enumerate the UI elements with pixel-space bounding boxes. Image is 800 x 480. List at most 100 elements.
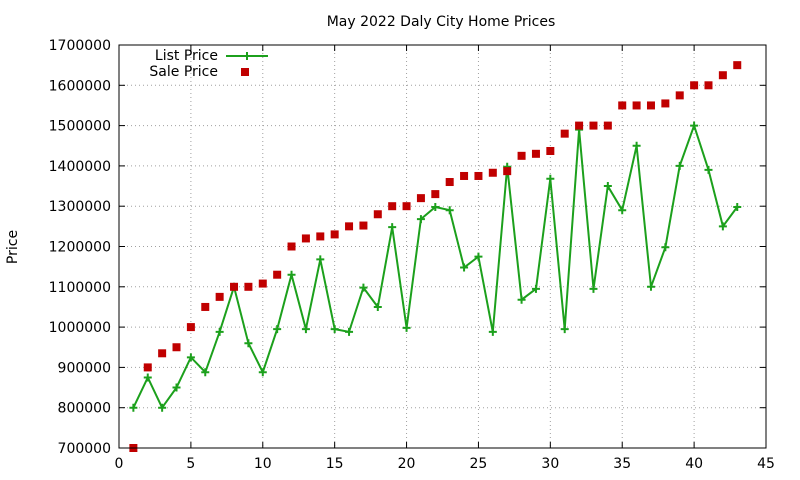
sale-price-point bbox=[618, 101, 627, 110]
sale-price-point bbox=[733, 61, 742, 70]
y-axis-label: Price bbox=[5, 230, 21, 264]
list-price-point bbox=[445, 206, 454, 215]
y-tick-label: 700000 bbox=[58, 441, 111, 457]
list-price-point bbox=[301, 325, 310, 334]
sale-price-point bbox=[431, 190, 440, 199]
sale-price-point bbox=[661, 99, 670, 108]
list-price-point bbox=[143, 373, 152, 382]
list-price-point bbox=[488, 327, 497, 336]
y-tick-label: 1100000 bbox=[49, 280, 111, 296]
sale-price-point bbox=[316, 232, 325, 241]
sale-price-point bbox=[646, 101, 655, 110]
list-price-point bbox=[373, 302, 382, 311]
chart-title: May 2022 Daly City Home Prices bbox=[327, 14, 556, 30]
x-tick-label: 0 bbox=[115, 456, 124, 472]
plot-area bbox=[129, 61, 742, 452]
sale-price-point bbox=[690, 81, 699, 90]
sale-price-point bbox=[503, 167, 512, 176]
sale-price-point bbox=[517, 151, 526, 160]
sale-price-point bbox=[388, 202, 397, 211]
list-price-point bbox=[244, 339, 253, 348]
plot-frame bbox=[118, 44, 767, 449]
sale-price-point bbox=[704, 81, 713, 90]
sale-price-point bbox=[460, 171, 469, 180]
sale-price-point bbox=[560, 129, 569, 138]
list-price-point bbox=[388, 223, 397, 232]
x-tick-label: 45 bbox=[757, 456, 775, 472]
x-tick-label: 25 bbox=[470, 456, 488, 472]
list-price-point bbox=[316, 255, 325, 264]
sale-price-point bbox=[675, 91, 684, 100]
list-price-point bbox=[431, 203, 440, 212]
legend-sale-price-swatch bbox=[241, 68, 249, 76]
y-tick-label: 1200000 bbox=[49, 240, 111, 256]
y-tick-label: 1400000 bbox=[49, 159, 111, 175]
sale-price-point bbox=[287, 242, 296, 251]
list-price-point bbox=[718, 222, 727, 231]
y-tick-label: 1300000 bbox=[49, 199, 111, 215]
list-price-point bbox=[273, 325, 282, 334]
sale-price-point bbox=[718, 71, 727, 80]
legend-label-list-price: List Price bbox=[155, 48, 218, 64]
y-tick-label: 1500000 bbox=[49, 119, 111, 135]
list-price-point bbox=[632, 141, 641, 150]
list-price-point bbox=[661, 243, 670, 252]
sale-price-point bbox=[603, 121, 612, 130]
sale-price-point bbox=[546, 146, 555, 155]
list-price-point bbox=[345, 327, 354, 336]
list-price-point bbox=[258, 368, 267, 377]
list-price-point bbox=[474, 252, 483, 261]
list-price-point bbox=[287, 270, 296, 279]
list-price-point bbox=[416, 215, 425, 224]
sale-price-point bbox=[230, 282, 239, 291]
list-price-point bbox=[215, 327, 224, 336]
list-price-point bbox=[129, 403, 138, 412]
sale-price-point bbox=[359, 221, 368, 230]
y-tick-label: 1000000 bbox=[49, 320, 111, 336]
sale-price-point bbox=[575, 121, 584, 130]
legend-list-price-swatch bbox=[226, 52, 268, 60]
x-tick-label: 30 bbox=[541, 456, 559, 472]
list-price-point bbox=[690, 121, 699, 130]
sale-price-point bbox=[215, 292, 224, 301]
y-tick-label: 900000 bbox=[58, 360, 111, 376]
axis-ticks: 700000 800000 900000 1000000 1100000 1200000 1… bbox=[49, 38, 775, 472]
sale-price-point bbox=[186, 323, 195, 332]
sale-price-point bbox=[158, 349, 167, 358]
list-price-point bbox=[560, 325, 569, 334]
list-price-point bbox=[603, 182, 612, 191]
sale-price-point bbox=[301, 234, 310, 243]
y-tick-label: 1700000 bbox=[49, 38, 111, 54]
legend-sale-price-marker bbox=[241, 68, 249, 76]
sale-price-point bbox=[531, 149, 540, 158]
sale-price-point bbox=[258, 279, 267, 288]
list-price-point bbox=[172, 383, 181, 392]
sale-price-point bbox=[143, 363, 152, 372]
sale-price-point bbox=[273, 270, 282, 279]
x-tick-label: 35 bbox=[613, 456, 631, 472]
legend-label-sale-price: Sale Price bbox=[149, 64, 218, 80]
list-price-point bbox=[158, 403, 167, 412]
y-tick-label: 800000 bbox=[58, 401, 111, 417]
list-price-point bbox=[201, 368, 210, 377]
list-price-point bbox=[618, 206, 627, 215]
x-tick-label: 10 bbox=[254, 456, 272, 472]
sale-price-point bbox=[416, 194, 425, 203]
x-tick-label: 5 bbox=[186, 456, 195, 472]
x-tick-label: 20 bbox=[398, 456, 416, 472]
list-price-point bbox=[546, 174, 555, 183]
y-tick-label: 1600000 bbox=[49, 78, 111, 94]
list-price-point bbox=[733, 203, 742, 212]
sale-price-point bbox=[589, 121, 598, 130]
list-price-point bbox=[517, 295, 526, 304]
sale-price-point bbox=[172, 343, 181, 352]
list-price-point bbox=[675, 161, 684, 170]
sale-price-point bbox=[474, 171, 483, 180]
list-price-line bbox=[132, 122, 739, 410]
sale-price-point bbox=[244, 282, 253, 291]
sale-price-point bbox=[330, 230, 339, 239]
sale-price-point bbox=[345, 222, 354, 231]
list-price-point bbox=[460, 263, 469, 272]
list-price-point bbox=[646, 282, 655, 291]
x-tick-label: 40 bbox=[685, 456, 703, 472]
